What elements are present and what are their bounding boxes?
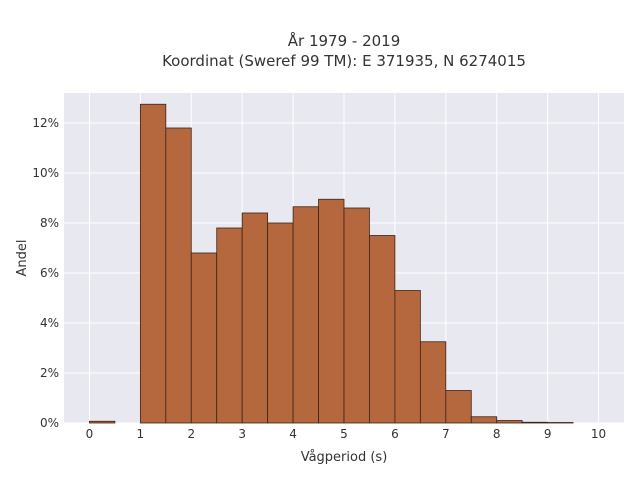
histogram-bar: [292, 206, 319, 424]
histogram-bar: [89, 420, 116, 424]
x-tick-label: 9: [544, 427, 552, 441]
histogram-bar: [318, 198, 345, 424]
x-tick-label: 2: [187, 427, 195, 441]
x-tick-label: 0: [86, 427, 94, 441]
y-tick-label: 8%: [40, 216, 59, 230]
y-axis: 0% 2% 4% 6% 8% 10% 12%: [32, 116, 59, 430]
histogram-bar: [547, 422, 574, 424]
chart-title-line-2: Koordinat (Sweref 99 TM): E 371935, N 62…: [162, 52, 526, 70]
y-tick-label: 0%: [40, 416, 59, 430]
histogram-bar: [343, 207, 370, 424]
y-axis-label: Andel: [15, 240, 30, 277]
x-tick-label: 10: [591, 427, 606, 441]
histogram-bar: [521, 421, 549, 424]
histogram-bar: [445, 390, 472, 424]
y-tick-label: 12%: [32, 116, 59, 130]
x-tick-label: 8: [493, 427, 501, 441]
plot-area: [64, 93, 624, 424]
x-axis-label: Vågperiod (s): [301, 450, 388, 465]
histogram-bar: [419, 341, 447, 424]
histogram-bar: [470, 416, 498, 424]
histogram-bar: [394, 290, 421, 424]
histogram-bar: [369, 235, 396, 424]
histogram-bar: [241, 212, 269, 424]
histogram-bar: [267, 222, 294, 424]
x-tick-label: 4: [289, 427, 297, 441]
y-tick-label: 10%: [32, 166, 59, 180]
x-tick-label: 7: [442, 427, 450, 441]
x-tick-label: 1: [137, 427, 145, 441]
y-tick-label: 2%: [40, 366, 59, 380]
histogram-bar: [139, 103, 167, 424]
histogram-bar: [216, 227, 243, 424]
x-tick-label: 5: [340, 427, 348, 441]
histogram-bar: [496, 420, 523, 424]
x-axis: 0 1 2 3 4 5 6 7 8 9 10: [86, 427, 607, 441]
y-tick-label: 4%: [40, 316, 59, 330]
x-tick-label: 6: [391, 427, 399, 441]
x-tick-label: 3: [238, 427, 246, 441]
histogram-bar: [190, 252, 218, 424]
y-tick-label: 6%: [40, 266, 59, 280]
chart-title-line-1: År 1979 - 2019: [288, 31, 401, 50]
histogram-bar: [165, 127, 192, 424]
